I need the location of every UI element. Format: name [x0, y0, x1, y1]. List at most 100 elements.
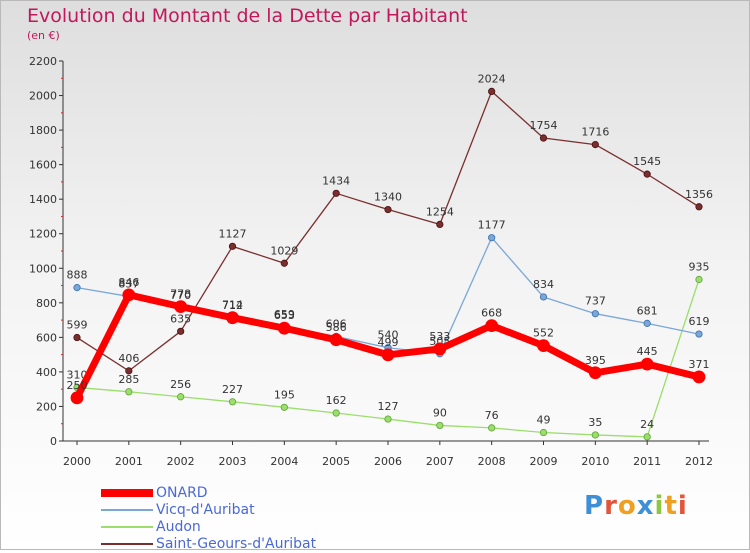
- data-point: [643, 170, 651, 178]
- data-label: 619: [689, 315, 710, 328]
- data-label: 1754: [530, 119, 558, 132]
- data-label: 227: [222, 383, 243, 396]
- x-tick-label: 2012: [685, 455, 713, 468]
- x-tick-label: 2011: [633, 455, 661, 468]
- logo-letter: x: [636, 491, 655, 521]
- data-point: [332, 409, 340, 417]
- data-label: 540: [378, 329, 399, 342]
- data-label: 834: [533, 278, 554, 291]
- data-point: [591, 431, 599, 439]
- data-point: [436, 421, 444, 430]
- data-label: 250: [67, 379, 88, 392]
- legend-label: ONARD: [156, 485, 208, 501]
- data-label: 533: [429, 330, 450, 343]
- y-tick-label: 400: [36, 366, 57, 379]
- y-tick-label: 1000: [29, 262, 57, 275]
- x-tick-label: 2007: [426, 455, 454, 468]
- x-tick-label: 2001: [115, 455, 143, 468]
- data-label: 395: [585, 354, 606, 367]
- y-tick-label: 1800: [29, 124, 57, 137]
- data-label: 837: [118, 277, 139, 290]
- data-point: [384, 205, 392, 214]
- data-label: 1356: [685, 188, 713, 201]
- logo-letter: o: [617, 491, 637, 521]
- data-point: [177, 327, 185, 335]
- y-tick-label: 1600: [29, 159, 57, 172]
- data-point: [384, 415, 392, 423]
- data-label: 668: [481, 307, 502, 320]
- y-tick-label: 200: [36, 400, 57, 413]
- data-label: 552: [533, 327, 554, 340]
- legend-swatch: [101, 543, 153, 545]
- legend-swatch: [101, 526, 153, 528]
- y-tick-label: 1400: [29, 193, 57, 206]
- data-label: 888: [67, 269, 88, 282]
- data-point: [73, 284, 81, 292]
- data-point: [226, 311, 239, 325]
- proxiti-logo: Proxiti: [584, 491, 688, 521]
- data-label: 285: [118, 373, 139, 386]
- data-point: [277, 321, 291, 335]
- data-label: 1434: [322, 174, 350, 187]
- data-label: 1029: [270, 244, 298, 257]
- data-point: [485, 319, 499, 333]
- data-point: [125, 388, 133, 396]
- data-point: [640, 357, 654, 371]
- data-label: 635: [170, 312, 191, 325]
- data-point: [488, 87, 496, 96]
- data-point: [695, 203, 703, 211]
- data-point: [228, 242, 237, 250]
- data-label: 162: [326, 394, 347, 407]
- y-tick-label: 2200: [29, 55, 57, 68]
- data-point: [539, 293, 548, 301]
- x-tick-label: 2008: [478, 455, 506, 468]
- legend-label: Audon: [156, 519, 201, 535]
- data-label: 49: [537, 414, 551, 427]
- data-label: 1340: [374, 191, 402, 204]
- y-tick-label: 800: [36, 297, 57, 310]
- x-tick-label: 2004: [270, 455, 298, 468]
- data-point: [643, 433, 651, 441]
- data-point: [70, 391, 84, 405]
- logo-letter: r: [604, 491, 618, 521]
- logo-letter: t: [664, 491, 678, 521]
- logo-letter: P: [584, 491, 605, 521]
- data-point: [433, 342, 447, 356]
- data-label: 778: [170, 288, 191, 301]
- data-label: 1545: [633, 155, 661, 168]
- legend-label: Saint-Geours-d'Auribat: [156, 536, 317, 552]
- x-tick-label: 2002: [167, 455, 195, 468]
- data-point: [588, 366, 602, 380]
- data-point: [695, 330, 703, 338]
- data-point: [125, 367, 133, 375]
- data-label: 499: [378, 336, 399, 349]
- data-label: 1254: [426, 205, 454, 218]
- data-point: [591, 141, 599, 149]
- data-label: 195: [274, 388, 295, 401]
- data-label: 90: [433, 406, 447, 419]
- data-point: [381, 348, 395, 362]
- data-label: 371: [689, 358, 710, 371]
- x-tick-label: 2009: [530, 455, 558, 468]
- logo-letter: i: [677, 491, 688, 521]
- x-tick-label: 2005: [322, 455, 350, 468]
- data-point: [73, 333, 81, 342]
- y-tick-label: 0: [50, 435, 57, 448]
- data-point: [280, 403, 288, 411]
- data-point: [329, 333, 343, 347]
- data-label: 310: [67, 368, 88, 381]
- data-point: [695, 275, 703, 284]
- y-tick-label: 1200: [29, 228, 57, 241]
- x-tick-label: 2000: [63, 455, 91, 468]
- chart-subtitle: (en €): [27, 29, 60, 42]
- x-tick-label: 2003: [219, 455, 247, 468]
- data-label: 770: [170, 289, 191, 302]
- data-label: 712: [222, 299, 243, 312]
- data-label: 127: [378, 400, 399, 413]
- data-label: 1177: [478, 219, 506, 232]
- data-label: 35: [588, 416, 602, 429]
- data-label: 935: [689, 261, 710, 274]
- data-point: [643, 319, 651, 327]
- data-label: 659: [274, 308, 295, 321]
